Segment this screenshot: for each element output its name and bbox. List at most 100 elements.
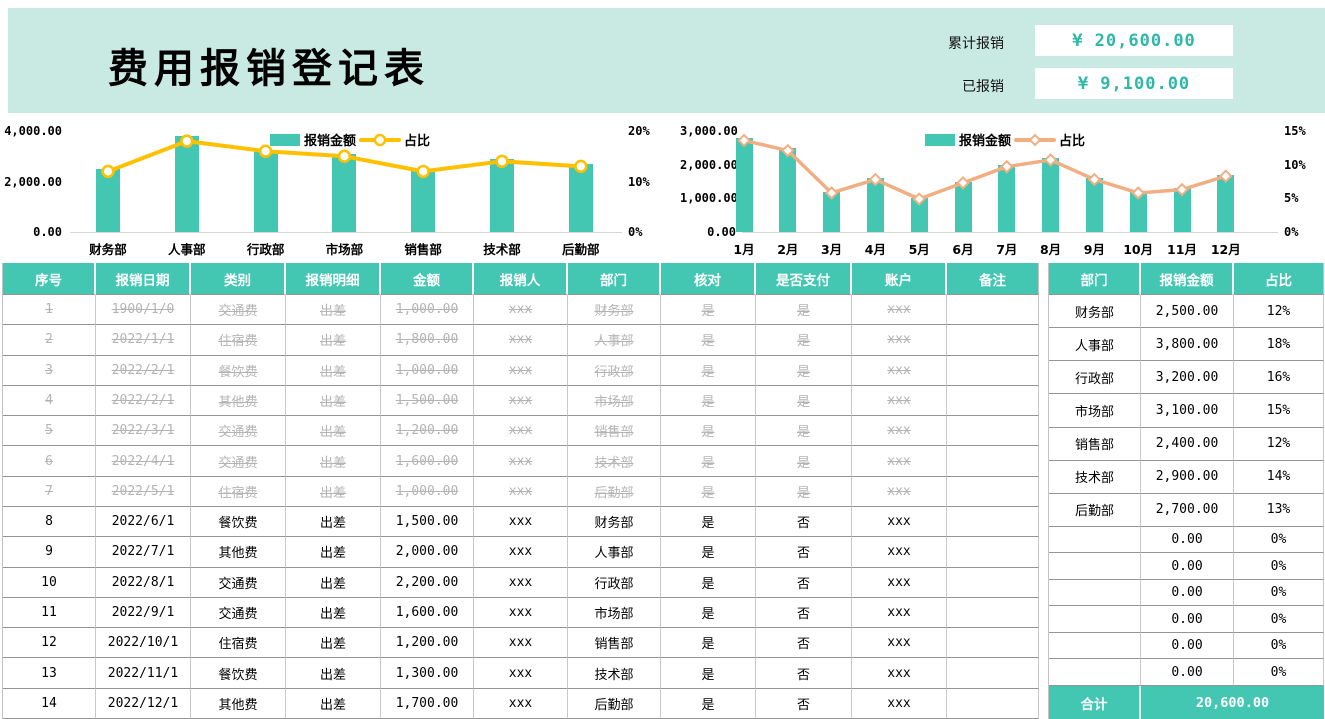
chart-legend[interactable]: 报销金额 占比 (269, 130, 430, 149)
main-table-cell[interactable]: xxx (852, 506, 947, 538)
column-header[interactable]: 账户 (852, 263, 947, 295)
main-table-cell[interactable]: 2,000.00 (381, 537, 474, 568)
main-table-cell[interactable]: 住宿费 (191, 476, 286, 507)
summary-cell[interactable]: 技术部 (1049, 460, 1141, 494)
summary-cell[interactable]: 0% (1234, 606, 1324, 633)
summary-cell[interactable]: 3,100.00 (1141, 394, 1234, 428)
main-table-cell[interactable]: 是 (756, 385, 852, 417)
main-table-cell[interactable]: 技术部 (568, 658, 661, 689)
summary-cell[interactable]: 18% (1234, 328, 1324, 362)
summary-cell[interactable]: 0% (1234, 659, 1324, 686)
main-table-cell[interactable]: xxx (852, 688, 947, 719)
main-table-cell[interactable]: xxx (474, 446, 568, 477)
main-table-cell[interactable]: 否 (756, 567, 852, 598)
summary-cell[interactable] (1049, 606, 1141, 633)
main-table-cell[interactable]: 是 (756, 325, 852, 356)
main-table-cell[interactable]: 1,200.00 (381, 628, 474, 659)
summary-cell[interactable]: 3,200.00 (1141, 361, 1234, 395)
summary-cell[interactable] (1049, 659, 1141, 686)
main-table-cell[interactable]: 2,200.00 (381, 567, 474, 598)
main-table-cell[interactable]: 1,000.00 (381, 295, 474, 326)
main-table-cell[interactable]: 交通费 (191, 597, 286, 629)
main-table-cell[interactable]: xxx (474, 476, 568, 507)
summary-cell[interactable]: 销售部 (1049, 427, 1141, 461)
main-table-cell[interactable]: 出差 (286, 506, 381, 538)
main-table-cell[interactable]: 是 (661, 628, 756, 659)
main-table-cell[interactable]: 行政部 (568, 567, 661, 598)
main-table-cell[interactable]: 出差 (286, 688, 381, 719)
column-header[interactable]: 报销日期 (96, 263, 191, 295)
main-table-cell[interactable]: 出差 (286, 446, 381, 477)
main-table-cell[interactable]: 后勤部 (568, 476, 661, 507)
main-table-cell[interactable]: 否 (756, 628, 852, 659)
main-table-cell[interactable]: 行政部 (568, 355, 661, 386)
main-table-cell[interactable]: 5 (3, 416, 96, 447)
main-table-cell[interactable]: 1,000.00 (381, 476, 474, 507)
main-table-cell[interactable]: 2022/11/1 (96, 658, 191, 689)
main-table-cell[interactable]: 2022/10/1 (96, 628, 191, 659)
main-table-cell[interactable]: 1,500.00 (381, 385, 474, 417)
summary-cell[interactable]: 0.00 (1141, 579, 1234, 607)
summary-cell[interactable]: 0% (1234, 579, 1324, 607)
column-header[interactable]: 类别 (191, 263, 286, 295)
main-table-cell[interactable]: 出差 (286, 295, 381, 326)
main-table-cell[interactable]: 7 (3, 476, 96, 507)
main-table-cell[interactable]: 是 (661, 688, 756, 719)
main-table-cell[interactable] (947, 385, 1039, 417)
summary-cell[interactable]: 14% (1234, 460, 1324, 494)
main-table-cell[interactable] (947, 325, 1039, 356)
main-table-cell[interactable]: 14 (3, 688, 96, 719)
main-table-cell[interactable]: 住宿费 (191, 628, 286, 659)
main-table-cell[interactable]: 6 (3, 446, 96, 477)
main-table-cell[interactable]: 1,700.00 (381, 688, 474, 719)
main-table-cell[interactable]: 1,300.00 (381, 658, 474, 689)
main-table-cell[interactable]: xxx (474, 658, 568, 689)
main-table-cell[interactable] (947, 658, 1039, 689)
summary-table[interactable]: 部门 报销金额 占比 财务部 2,500.00 12% 人事部 3,800.00 18% 行政部 3… (1048, 263, 1324, 719)
column-header[interactable]: 金额 (381, 263, 474, 295)
main-table-cell[interactable]: 餐饮费 (191, 658, 286, 689)
main-table-cell[interactable] (947, 416, 1039, 447)
main-table-cell[interactable] (947, 537, 1039, 568)
main-table-cell[interactable]: 是 (661, 385, 756, 417)
summary-cell[interactable]: 财务部 (1049, 295, 1141, 329)
main-table-cell[interactable]: 否 (756, 688, 852, 719)
main-table-cell[interactable]: 市场部 (568, 385, 661, 417)
main-table-cell[interactable]: 交通费 (191, 416, 286, 447)
chart-legend[interactable]: 报销金额 占比 (924, 130, 1085, 149)
main-table-cell[interactable]: 人事部 (568, 325, 661, 356)
main-table-cell[interactable]: 否 (756, 506, 852, 538)
main-table-cell[interactable]: 其他费 (191, 385, 286, 417)
main-table[interactable]: 序号 报销日期 类别 报销明细 金额 报销人 部门 核对 是否支付 账户 备注 1 1900/1/0 交通… (2, 263, 1039, 719)
main-table-cell[interactable]: 2022/3/1 (96, 416, 191, 447)
summary-cell[interactable]: 0.00 (1141, 553, 1234, 580)
column-header[interactable]: 部门 (568, 263, 661, 295)
main-table-cell[interactable]: xxx (474, 537, 568, 568)
column-header[interactable]: 核对 (661, 263, 756, 295)
summary-cell[interactable]: 0.00 (1141, 659, 1234, 686)
main-table-cell[interactable] (947, 688, 1039, 719)
main-table-cell[interactable] (947, 476, 1039, 507)
main-table-cell[interactable]: 8 (3, 506, 96, 538)
main-table-cell[interactable]: xxx (474, 628, 568, 659)
main-table-cell[interactable]: xxx (852, 295, 947, 326)
summary-cell[interactable]: 2,500.00 (1141, 295, 1234, 329)
main-table-cell[interactable]: xxx (474, 567, 568, 598)
main-table-cell[interactable]: 出差 (286, 537, 381, 568)
main-table-cell[interactable]: xxx (852, 355, 947, 386)
main-table-cell[interactable]: xxx (852, 416, 947, 447)
main-table-cell[interactable]: 12 (3, 628, 96, 659)
main-table-cell[interactable]: xxx (474, 688, 568, 719)
main-table-cell[interactable]: 1,200.00 (381, 416, 474, 447)
summary-cell[interactable]: 后勤部 (1049, 493, 1141, 527)
summary-cell[interactable]: 0.00 (1141, 632, 1234, 660)
main-table-cell[interactable]: 2022/4/1 (96, 446, 191, 477)
main-table-cell[interactable]: xxx (474, 295, 568, 326)
main-table-cell[interactable]: xxx (474, 416, 568, 447)
main-table-cell[interactable] (947, 355, 1039, 386)
main-table-cell[interactable] (947, 567, 1039, 598)
main-table-cell[interactable] (947, 446, 1039, 477)
main-table-cell[interactable]: xxx (852, 476, 947, 507)
main-table-cell[interactable]: xxx (852, 567, 947, 598)
summary-cell[interactable]: 16% (1234, 361, 1324, 395)
